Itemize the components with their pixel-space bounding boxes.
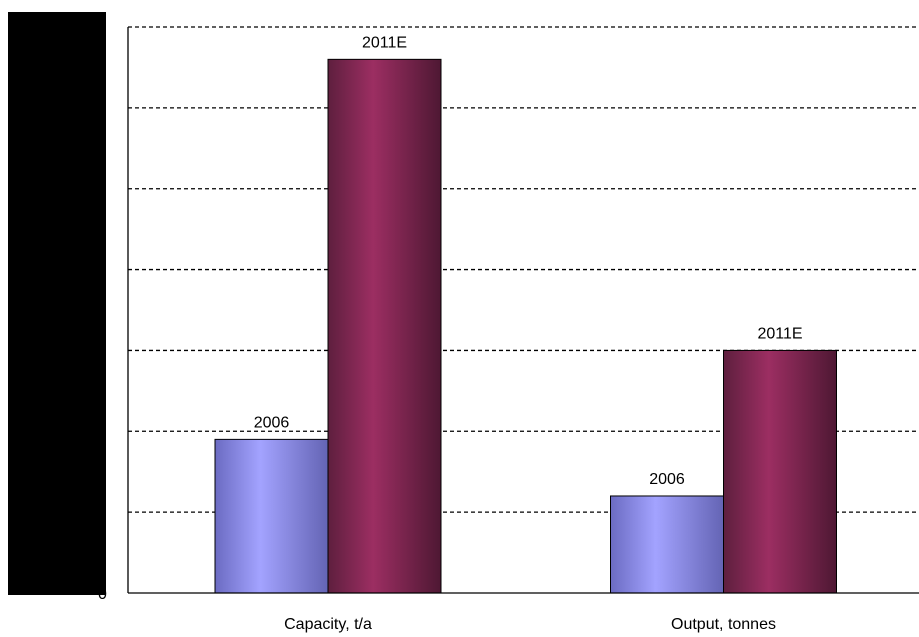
bar-data-label: 2006 bbox=[649, 471, 685, 488]
y-axis-redaction-bar bbox=[8, 12, 106, 595]
bar-data-label: 2011E bbox=[757, 325, 802, 342]
y-axis-zero-tick: 0 bbox=[98, 586, 107, 603]
bars bbox=[214, 58, 837, 594]
bar-2011e-0 bbox=[327, 58, 442, 594]
x-axis-tick-labels: Capacity, t/a Output, tonnes bbox=[284, 616, 776, 633]
bar-data-label: 2006 bbox=[254, 414, 290, 431]
x-tick-label: Output, tonnes bbox=[671, 616, 776, 633]
x-tick-label: Capacity, t/a bbox=[284, 616, 372, 633]
bar-2006-0 bbox=[214, 438, 329, 594]
bar-data-label: 2011E bbox=[362, 34, 407, 51]
bar-data-labels: 2006 2011E 2006 2011E bbox=[254, 34, 803, 488]
bar-2011e-1 bbox=[723, 349, 837, 594]
bar-2006-1 bbox=[610, 495, 724, 594]
